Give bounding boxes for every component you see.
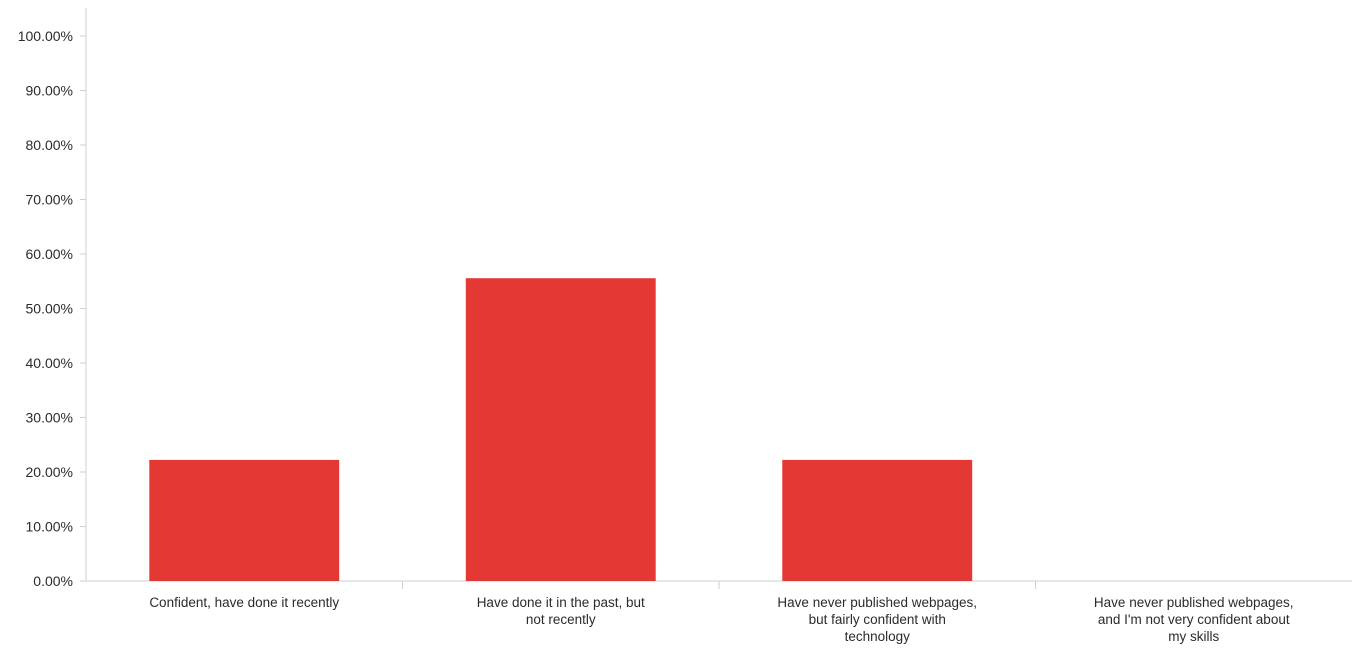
category-labels: Confident, have done it recently Have don…: [149, 595, 1293, 644]
y-tick-label: 40.00%: [26, 355, 73, 371]
y-tick-label: 50.00%: [26, 301, 73, 317]
bar: [782, 459, 973, 581]
x-category-label: Have done it in the past, but not recentl…: [477, 595, 645, 627]
bar: [149, 459, 340, 581]
y-tick-label: 30.00%: [26, 410, 73, 426]
x-category-label: Have never published webpages, and I'm no…: [1094, 595, 1294, 644]
y-tick-label: 100.00%: [18, 28, 73, 44]
y-tick-label: 60.00%: [26, 246, 73, 262]
x-category-label: Confident, have done it recently: [149, 595, 339, 610]
y-tick-label: 90.00%: [26, 83, 73, 99]
bars: [149, 278, 973, 581]
y-tick-label: 0.00%: [33, 573, 73, 589]
bar: [465, 278, 656, 581]
y-tick-label: 20.00%: [26, 464, 73, 480]
x-axis: [86, 580, 1352, 589]
x-category-label: Have never published webpages, but fairly…: [777, 595, 977, 644]
y-tick-label: 80.00%: [26, 137, 73, 153]
y-tick-label: 10.00%: [26, 519, 73, 535]
y-axis: 0.00% 10.00% 20.00% 30.00% 40.00% 50.00% 60.00…: [18, 8, 87, 589]
y-tick-label: 70.00%: [26, 192, 73, 208]
